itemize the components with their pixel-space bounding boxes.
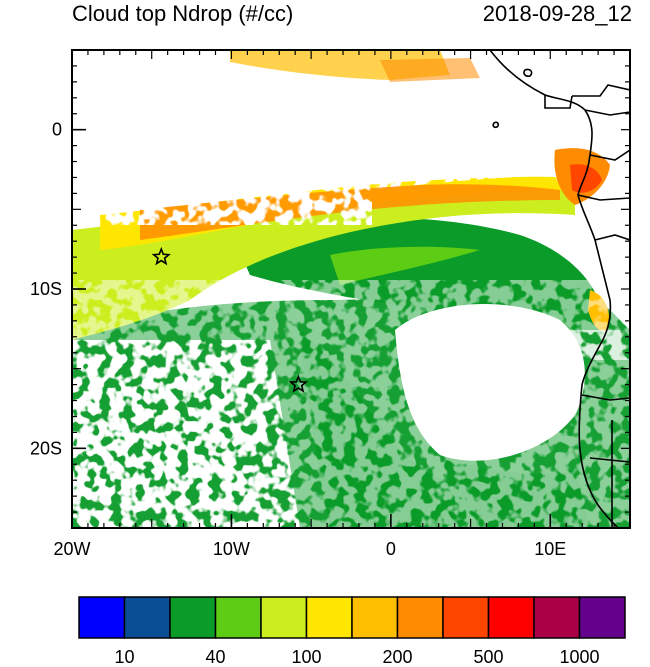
- colorbar-label: 200: [382, 647, 412, 667]
- colorbar-swatch: [396, 596, 444, 639]
- colorbar-label: 10: [114, 647, 134, 667]
- colorbar-label: 1000: [559, 647, 599, 667]
- colorbar-swatch: [442, 596, 490, 639]
- star-marker-icon: [288, 374, 309, 393]
- coastlines: [489, 50, 630, 528]
- ndrop-field: [72, 50, 630, 528]
- site-markers: [151, 246, 309, 393]
- colorbar-label: 500: [473, 647, 503, 667]
- colorbar-swatch: [351, 596, 399, 639]
- colorbar-label: 100: [291, 647, 321, 667]
- x-tick-label: 10E: [534, 539, 566, 559]
- y-tick-label: 0: [52, 120, 62, 140]
- map-timestamp: 2018-09-28_12: [482, 1, 632, 26]
- colorbar-swatch: [260, 596, 308, 639]
- y-tick-label: 10S: [30, 279, 62, 299]
- colorbar-swatch: [78, 596, 126, 639]
- colorbar-swatch: [305, 596, 353, 639]
- colorbar-swatch: [578, 596, 626, 639]
- map-title: Cloud top Ndrop (#/cc): [72, 1, 294, 26]
- x-tick-label: 0: [386, 539, 396, 559]
- colorbar-swatch: [214, 596, 262, 639]
- star-marker-icon: [151, 246, 171, 266]
- x-tick-label: 20W: [53, 539, 90, 559]
- colorbar-swatch: [123, 596, 171, 639]
- colorbar-swatch: [533, 596, 581, 639]
- colorbar-swatch: [487, 596, 535, 639]
- colorbar-swatch: [169, 596, 217, 639]
- colorbar: 10 40 100 200 500 1000: [78, 596, 626, 667]
- colorbar-label: 40: [205, 647, 225, 667]
- x-tick-label: 10W: [213, 539, 250, 559]
- axis-ticks: 20W 10W 0 10E 0 10S 20S: [30, 49, 631, 559]
- y-tick-label: 20S: [30, 438, 62, 458]
